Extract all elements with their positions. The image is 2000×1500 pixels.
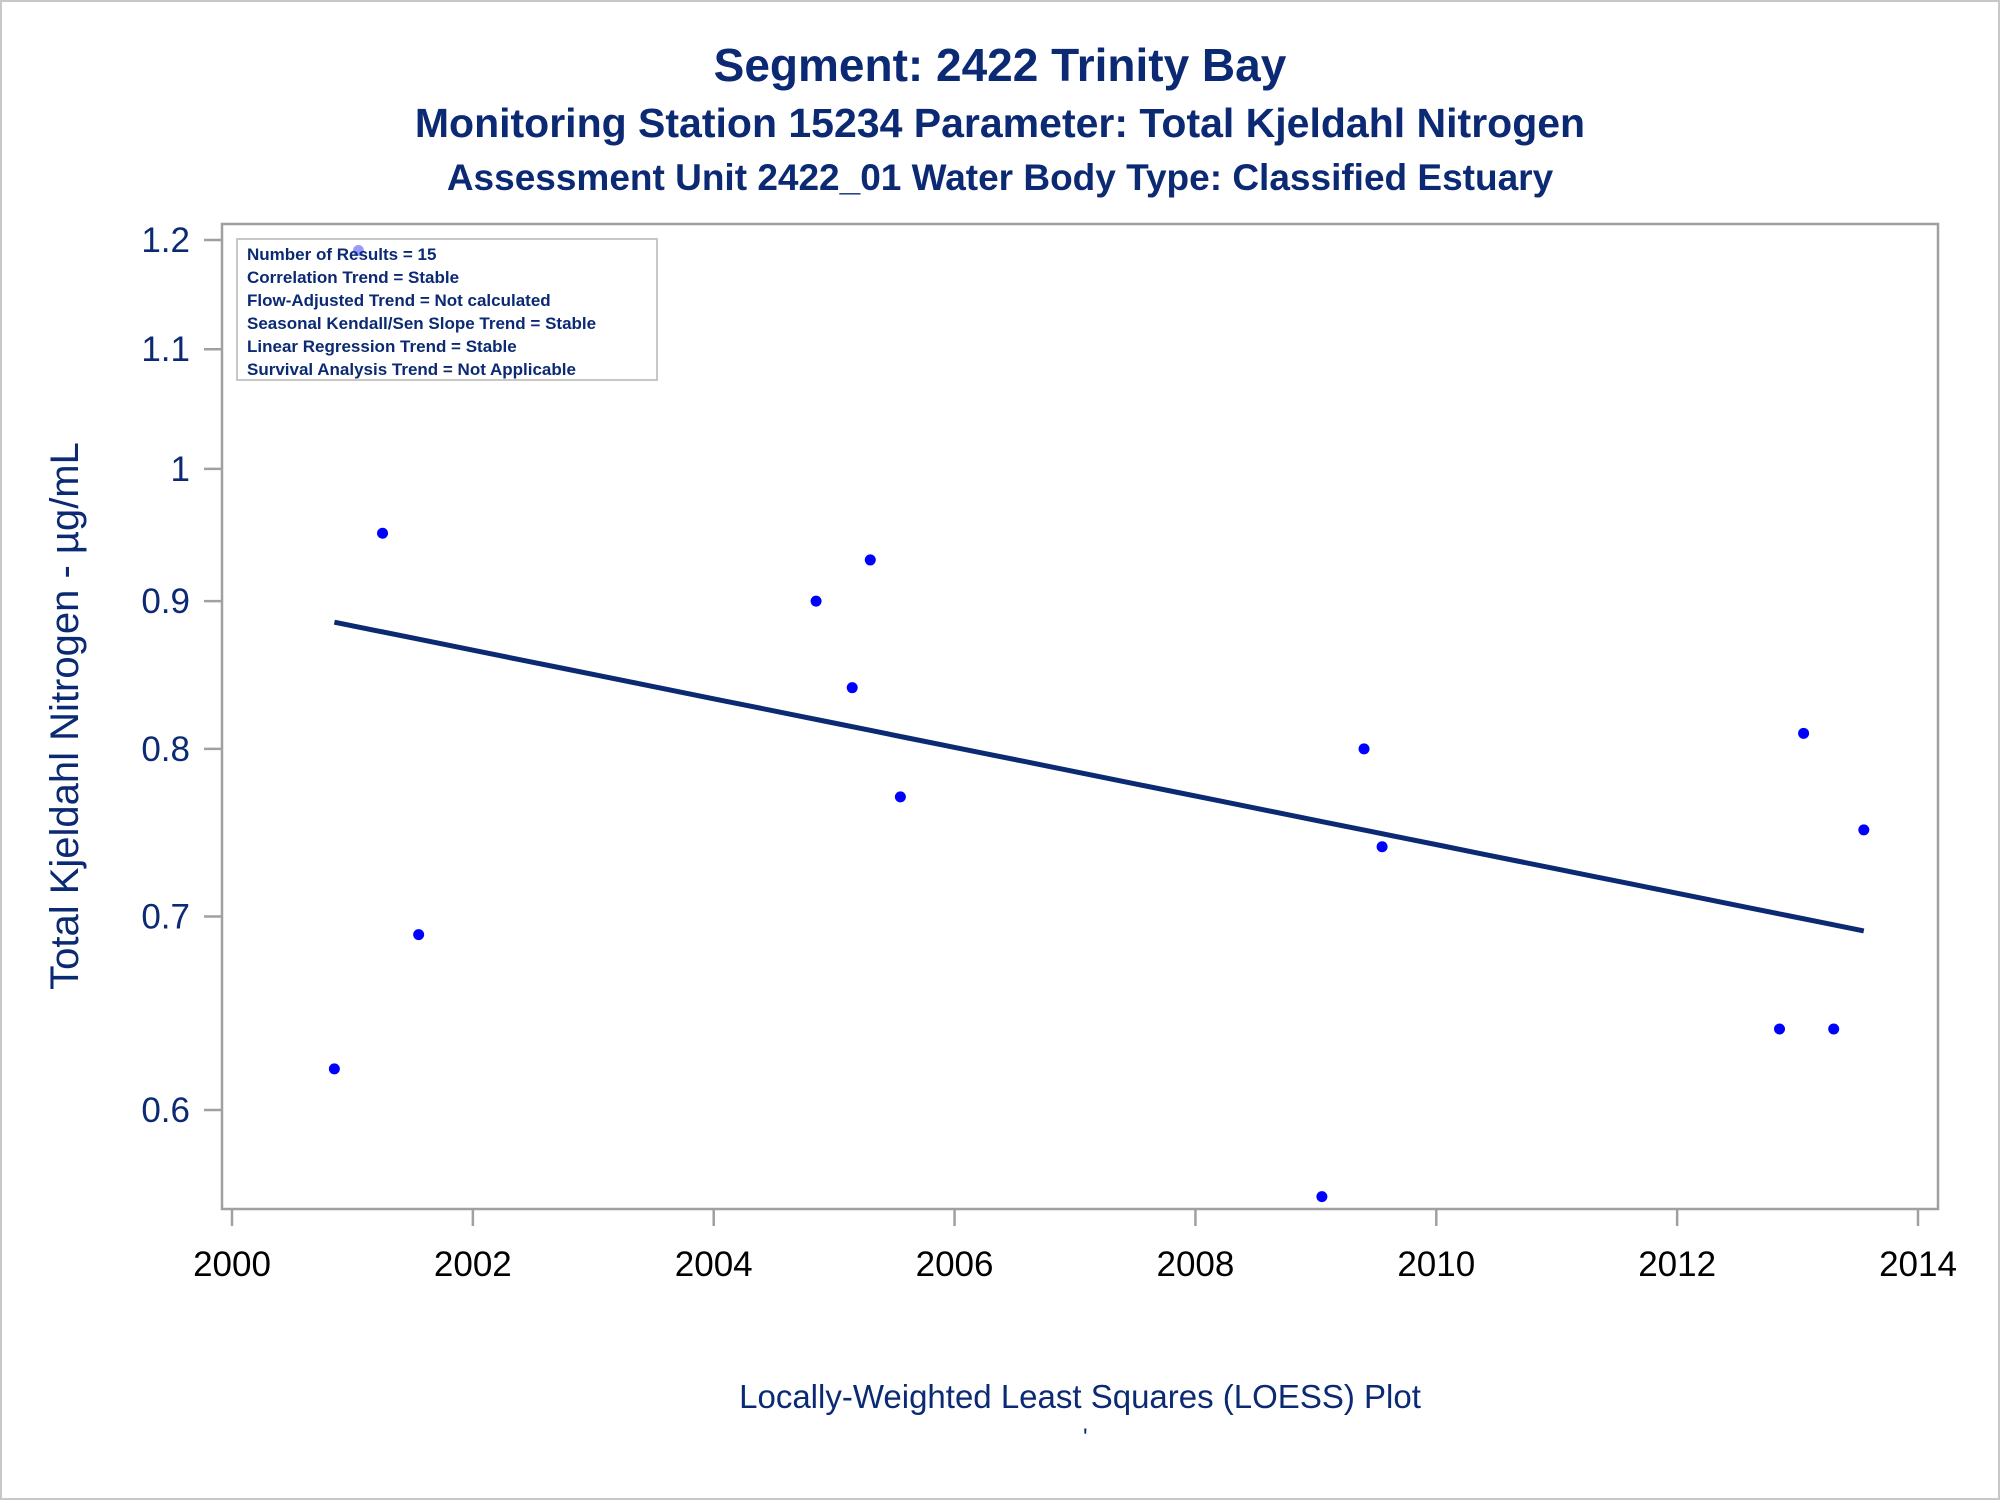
x-tick-label: 2012	[1638, 1245, 1716, 1284]
data-point	[864, 554, 876, 566]
y-tick-label: 0.8	[141, 730, 190, 769]
legend-box	[236, 238, 658, 381]
legend-entry: Survival Analysis Trend = Not Applicable	[247, 360, 576, 379]
x-tick-label: 2008	[1156, 1245, 1234, 1284]
y-axis-label: Total Kjeldahl Nitrogen - µg/mL	[43, 442, 87, 990]
data-point	[328, 1063, 340, 1075]
x-tick-label: 2004	[675, 1245, 753, 1284]
statistics-legend: Number of Results = 15 Correlation Trend …	[236, 238, 658, 381]
data-points	[328, 245, 1870, 1203]
x-tick-label: 2010	[1397, 1245, 1475, 1284]
footnote-mark: '	[1083, 1424, 1088, 1451]
data-point	[377, 527, 389, 539]
data-point	[1316, 1191, 1328, 1203]
footnote-plot-type: Locally-Weighted Least Squares (LOESS) P…	[739, 1378, 1421, 1415]
data-point	[1858, 824, 1870, 836]
y-tick-label: 1.2	[141, 221, 190, 260]
data-point	[1828, 1023, 1840, 1035]
data-point	[894, 791, 906, 803]
chart-subtitle-assessment: Assessment Unit 2422_01 Water Body Type:…	[446, 157, 1554, 198]
data-point	[413, 929, 425, 941]
y-tick-label: 0.9	[141, 582, 190, 621]
data-point	[810, 595, 822, 607]
legend-entry: Number of Results = 15	[247, 245, 436, 264]
y-tick-label: 0.7	[141, 898, 190, 937]
chart-titles: Segment: 2422 Trinity Bay Monitoring Sta…	[0, 36, 2000, 204]
x-tick-label: 2014	[1879, 1245, 1957, 1284]
chart-subtitle-station: Monitoring Station 15234 Parameter: Tota…	[414, 100, 1586, 146]
data-point	[1376, 841, 1388, 853]
y-tick-label: 0.6	[141, 1091, 190, 1130]
y-axis: 0.6 0.7 0.8 0.9 1 1.1 1.2	[141, 221, 222, 1130]
y-tick-label: 1	[171, 450, 190, 489]
legend-entry: Correlation Trend = Stable	[247, 268, 459, 287]
legend-entry: Flow-Adjusted Trend = Not calculated	[247, 291, 551, 310]
x-tick-label: 2000	[193, 1245, 271, 1284]
legend-entry: Seasonal Kendall/Sen Slope Trend = Stabl…	[247, 314, 596, 333]
loess-trend-line	[333, 619, 1865, 934]
legend-entry: Linear Regression Trend = Stable	[247, 337, 517, 356]
y-tick-label: 1.1	[141, 330, 190, 369]
plot-area	[220, 222, 1940, 1211]
x-axis: 2000 2002 2004 2006 2008 2010 2012 2014	[193, 1209, 1957, 1284]
data-point	[1358, 743, 1370, 755]
data-point	[846, 682, 858, 694]
data-point	[1774, 1023, 1786, 1035]
x-tick-label: 2006	[916, 1245, 994, 1284]
x-tick-label: 2002	[434, 1245, 512, 1284]
loess-trend-line-group	[333, 619, 1865, 934]
chart-title: Segment: 2422 Trinity Bay	[713, 39, 1287, 91]
data-point	[1798, 727, 1810, 739]
